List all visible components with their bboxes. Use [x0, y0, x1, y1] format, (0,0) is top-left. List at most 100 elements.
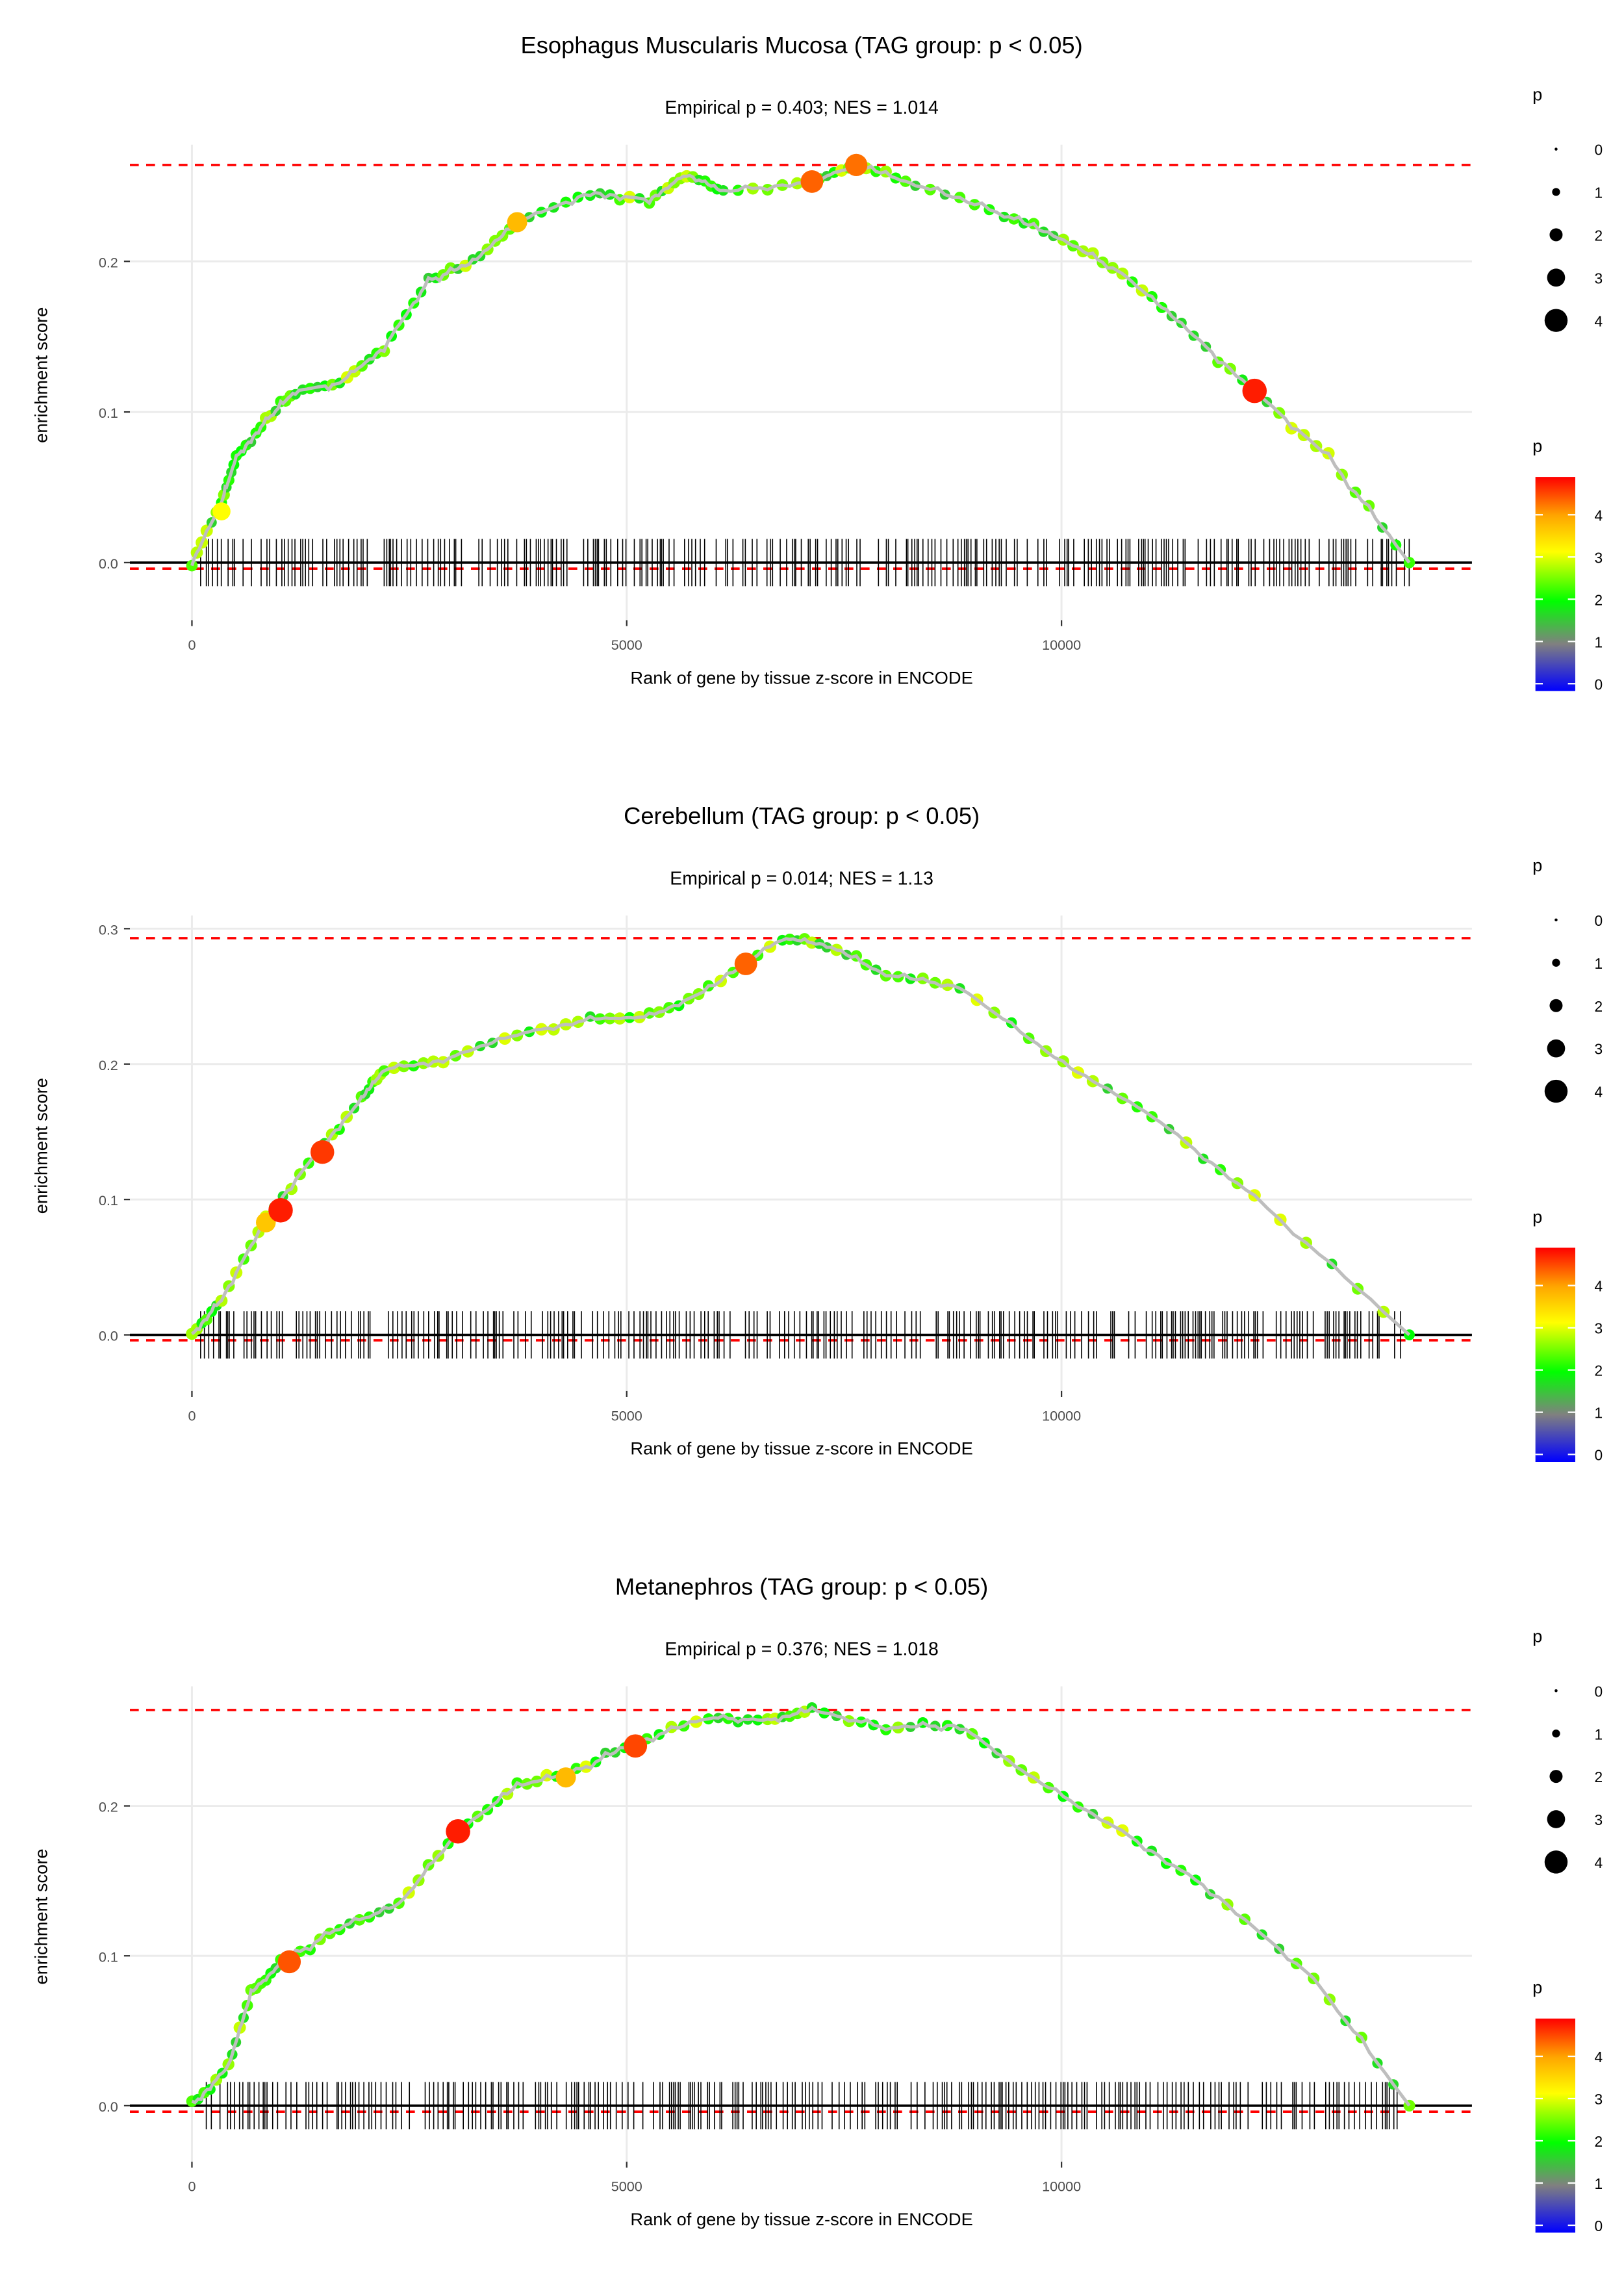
size-legend-label: 2 — [1595, 1769, 1603, 1785]
color-legend-label: 2 — [1595, 1362, 1603, 1379]
size-legend-label: 0 — [1595, 912, 1603, 929]
size-legend-dot — [1549, 999, 1563, 1012]
size-legend-dot — [1547, 1039, 1566, 1058]
color-legend-title: p — [1532, 1977, 1542, 1997]
enrichment-curve — [190, 162, 1411, 567]
x-tick-label: 10000 — [1042, 1407, 1081, 1424]
highlight-point — [507, 212, 527, 233]
color-legend-label: 4 — [1595, 2049, 1603, 2065]
x-tick-label: 0 — [188, 637, 196, 653]
size-legend-dot — [1554, 918, 1558, 922]
highlight-point — [845, 153, 868, 177]
color-legend-title: p — [1532, 435, 1542, 455]
size-legend-label: 3 — [1595, 1041, 1603, 1058]
color-legend-label: 1 — [1595, 1405, 1603, 1422]
chart-subtitle: Empirical p = 0.403; NES = 1.014 — [665, 97, 938, 118]
size-legend-label: 0 — [1595, 1683, 1603, 1700]
size-legend-label: 2 — [1595, 998, 1603, 1015]
y-tick-label: 0.3 — [99, 921, 118, 938]
color-legend-label: 3 — [1595, 549, 1603, 566]
highlight-point — [311, 1140, 335, 1164]
chart-title: Cerebellum (TAG group: p < 0.05) — [624, 802, 980, 829]
y-tick-label: 0.2 — [99, 254, 118, 270]
color-legend-label: 3 — [1595, 2091, 1603, 2108]
size-legend-label: 1 — [1595, 185, 1603, 201]
size-legend-label: 4 — [1595, 313, 1603, 329]
size-legend-dot — [1544, 1850, 1568, 1874]
size-legend-label: 3 — [1595, 1811, 1603, 1828]
enrichment-curve — [190, 936, 1411, 1336]
y-tick-label: 0.0 — [99, 556, 118, 572]
panel-3: Metanephros (TAG group: p < 0.05) Empiric… — [31, 1574, 1603, 2235]
x-tick-label: 0 — [188, 2178, 196, 2195]
color-legend-label: 1 — [1595, 2175, 1603, 2192]
x-tick-label: 5000 — [611, 637, 642, 653]
highlight-point — [734, 952, 757, 975]
size-legend-dot — [1547, 268, 1566, 287]
colorbar — [1535, 1247, 1575, 1462]
size-legend-dot — [1547, 1810, 1566, 1828]
size-legend-label: 1 — [1595, 955, 1603, 972]
size-legend: p 0 1 2 3 4 — [1532, 84, 1603, 332]
size-legend-label: 0 — [1595, 142, 1603, 159]
highlight-point — [624, 1734, 648, 1758]
y-tick-label: 0.1 — [99, 1192, 118, 1208]
color-legend-label: 0 — [1595, 676, 1603, 693]
x-tick-label: 0 — [188, 1407, 196, 1424]
highlight-point — [446, 1819, 470, 1844]
y-tick-label: 0.0 — [99, 1328, 118, 1344]
x-tick-label: 10000 — [1042, 2178, 1081, 2195]
color-legend-title: p — [1532, 1207, 1542, 1227]
y-tick-label: 0.1 — [99, 1948, 118, 1965]
size-legend-dot — [1552, 1730, 1560, 1738]
x-tick-label: 10000 — [1042, 637, 1081, 653]
colorbar — [1535, 2018, 1575, 2233]
size-legend-title: p — [1532, 855, 1542, 875]
size-legend-dot — [1544, 1079, 1568, 1103]
size-legend-title: p — [1532, 1626, 1542, 1646]
x-axis-label: Rank of gene by tissue z-score in ENCODE — [630, 667, 972, 687]
size-legend-label: 4 — [1595, 1854, 1603, 1871]
colorbar — [1535, 477, 1575, 691]
color-legend-label: 0 — [1595, 2217, 1603, 2234]
highlight-point — [268, 1198, 293, 1223]
size-legend-dot — [1554, 147, 1558, 151]
highlight-point — [277, 1950, 301, 1974]
size-legend-dot — [1552, 958, 1560, 967]
y-axis-label: enrichment score — [31, 1848, 51, 1984]
size-legend-dot — [1544, 309, 1568, 332]
color-legend: p 0 1 2 3 4 — [1532, 1977, 1603, 2234]
highlight-point — [1242, 378, 1267, 403]
size-legend-dot — [1552, 188, 1560, 196]
highlight-point — [800, 170, 824, 193]
y-tick-label: 0.0 — [99, 2099, 118, 2115]
size-legend: p 0 1 2 3 4 — [1532, 855, 1603, 1103]
y-tick-label: 0.2 — [99, 1799, 118, 1815]
size-legend-dot — [1549, 228, 1563, 242]
color-legend: p 0 1 2 3 4 — [1532, 435, 1603, 693]
color-legend-label: 2 — [1595, 2133, 1603, 2150]
color-legend-label: 4 — [1595, 507, 1603, 524]
chart-subtitle: Empirical p = 0.376; NES = 1.018 — [665, 1639, 938, 1660]
panel-1: Esophagus Muscularis Mucosa (TAG group: … — [31, 32, 1603, 693]
panel-2: Cerebellum (TAG group: p < 0.05) Empirica… — [31, 802, 1603, 1464]
color-legend-label: 3 — [1595, 1320, 1603, 1337]
color-legend-label: 1 — [1595, 633, 1603, 650]
x-axis-label: Rank of gene by tissue z-score in ENCODE — [630, 1438, 972, 1459]
color-legend-label: 4 — [1595, 1278, 1603, 1295]
size-legend: p 0 1 2 3 4 — [1532, 1626, 1603, 1874]
highlight-point — [212, 502, 231, 520]
size-legend-label: 1 — [1595, 1726, 1603, 1743]
x-tick-label: 5000 — [611, 2178, 642, 2195]
x-axis-label: Rank of gene by tissue z-score in ENCODE — [630, 2209, 972, 2229]
y-tick-label: 0.2 — [99, 1057, 118, 1073]
size-legend-title: p — [1532, 84, 1542, 105]
y-axis-label: enrichment score — [31, 307, 51, 443]
size-legend-label: 4 — [1595, 1084, 1603, 1101]
chart-title: Esophagus Muscularis Mucosa (TAG group: … — [520, 32, 1082, 58]
x-tick-label: 5000 — [611, 1407, 642, 1424]
color-legend-label: 0 — [1595, 1447, 1603, 1464]
size-legend-dot — [1549, 1770, 1563, 1783]
color-legend-label: 2 — [1595, 591, 1603, 608]
color-legend: p 0 1 2 3 4 — [1532, 1207, 1603, 1464]
